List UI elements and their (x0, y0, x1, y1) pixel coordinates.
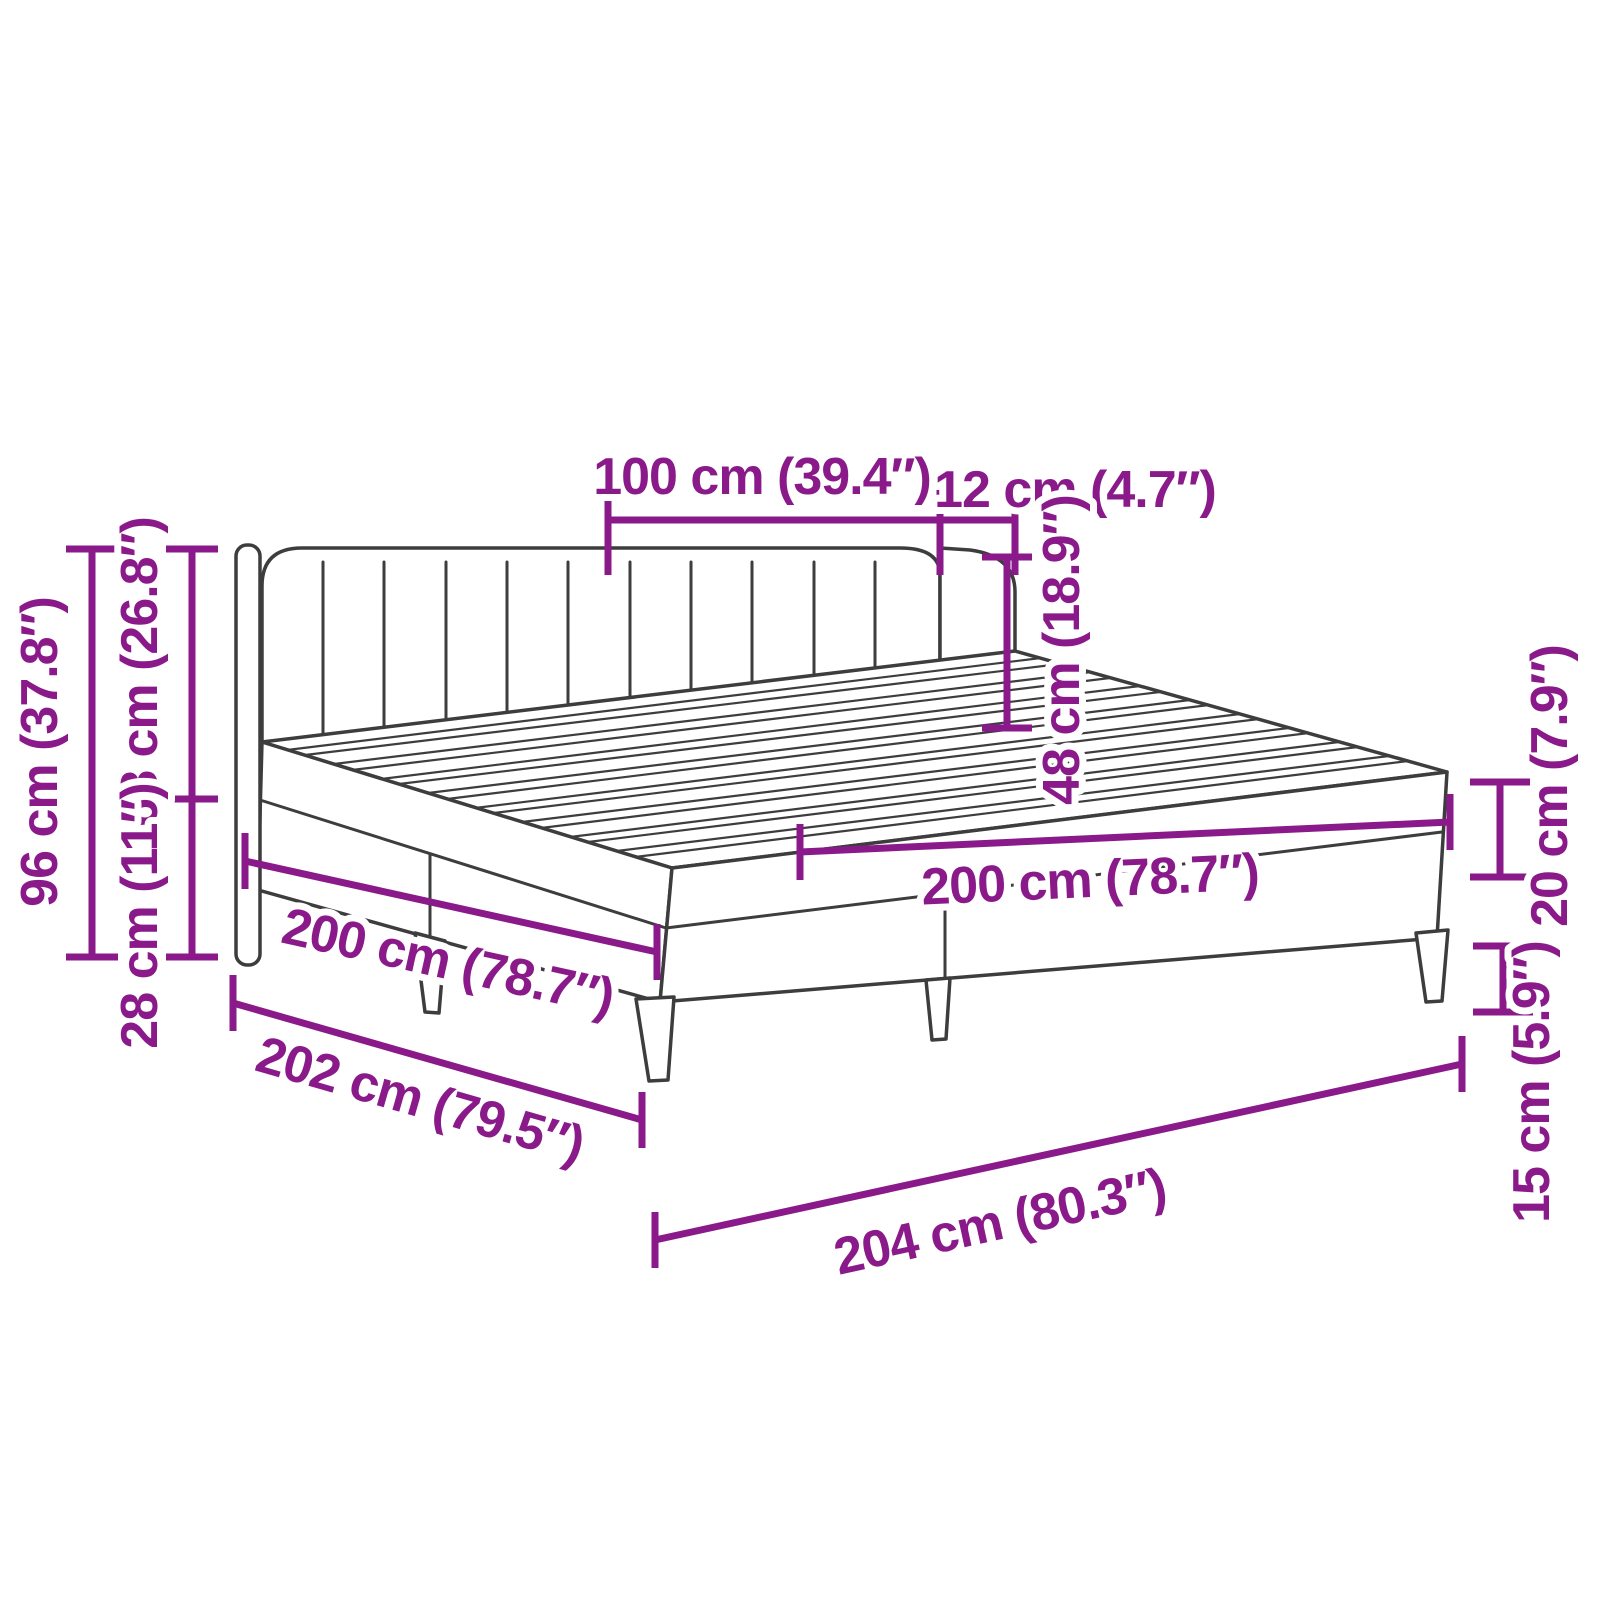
dim-200-right-line (796, 794, 1454, 880)
label-28: 28 cm (11″) (111, 783, 169, 1048)
headboard-wing (234, 543, 262, 967)
dimension-annotations (66, 490, 1533, 1268)
dim-200-left-line (241, 833, 661, 980)
label-96: 96 cm (37.8″) (11, 597, 69, 907)
leg-back-center (924, 976, 952, 1042)
dim-headboard-width-line (604, 490, 1019, 575)
dim-202-line (229, 975, 646, 1148)
leg-right (1414, 928, 1450, 1004)
dim-15-line (1473, 942, 1533, 1016)
leg-corner (634, 995, 676, 1083)
frame-seam-lines (258, 798, 1444, 980)
label-20: 20 cm (7.9″) (1521, 645, 1579, 927)
label-202: 202 cm (79.5″) (250, 1026, 590, 1175)
label-48: 48 cm (18.9″) (1033, 495, 1091, 805)
dim-68-28-line (166, 545, 218, 961)
label-headboard-depth: 12 cm (4.7″) (934, 461, 1216, 519)
dim-20-line (1470, 778, 1530, 881)
dimension-labels: 100 cm (39.4″) 12 cm (4.7″) 48 cm (18.9″… (4, 441, 1586, 1294)
label-204: 204 cm (80.3″) (829, 1157, 1171, 1286)
bed-drawing (234, 543, 1450, 1083)
label-15: 15 cm (5.9″) (1503, 941, 1561, 1223)
headboard-channel-lines (321, 560, 877, 739)
label-68: 68 cm (26.8″) (111, 517, 169, 827)
mattress-slats (286, 656, 1409, 859)
dim-48-line (982, 553, 1032, 732)
leg-front-left (413, 931, 447, 1015)
dim-96-line (66, 545, 118, 961)
dim-204-line (651, 1036, 1466, 1268)
label-headboard-width: 100 cm (39.4″) (593, 448, 931, 506)
